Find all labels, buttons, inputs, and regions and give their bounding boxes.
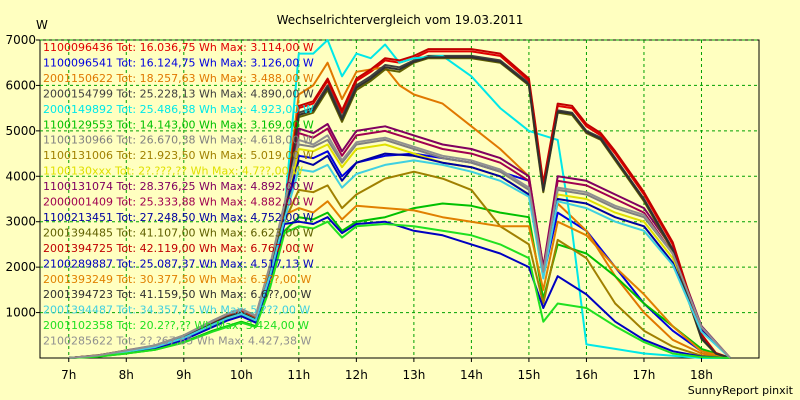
legend-entry: 2001394725 Tot: 42.119,00 Wh Max: 6.767,… <box>43 242 314 255</box>
series-line <box>68 220 731 359</box>
legend-entry: 2000149892 Tot: 25.486,38 Wh Max: 4.923,… <box>43 103 314 116</box>
x-axis-ticks: 7h 8h 9h 10h 11h 12h 13h 14h 15h 16h 17h 18h <box>61 358 713 382</box>
legend-entry: 1100131006 Tot: 21.923,50 Wh Max: 5.019,… <box>43 149 314 162</box>
y-axis-ticks: 1000 2000 3000 4000 5000 6000 7000 <box>5 33 40 320</box>
x-tick-label: 8h <box>119 368 134 382</box>
legend-entry: 2001102358 Tot: 20.2??,?? Wh Max: 3.424,… <box>43 319 309 332</box>
y-tick-label: 1000 <box>5 306 36 320</box>
x-tick-label: 11h <box>287 368 310 382</box>
y-tick-label: 7000 <box>5 33 36 47</box>
y-axis-label: W <box>36 18 48 32</box>
x-tick-label: 18h <box>690 368 713 382</box>
series-line <box>68 216 731 359</box>
y-tick-label: 2000 <box>5 260 36 274</box>
y-tick-label: 5000 <box>5 124 36 138</box>
legend-entry: 1100130966 Tot: 26.670,38 Wh Max: 4.618,… <box>43 134 314 147</box>
series-line <box>68 56 731 359</box>
legend-entry: 1100213451 Tot: 27.248,50 Wh Max: 4.752,… <box>43 211 314 224</box>
legend-entry: 2000001409 Tot: 25.333,88 Wh Max: 4.882,… <box>43 196 314 209</box>
x-tick-label: 14h <box>460 368 483 382</box>
legend-entry: 2001393249 Tot: 30.377,50 Wh Max: 6.3??,… <box>43 273 312 286</box>
x-tick-label: 15h <box>517 368 540 382</box>
legend-entry: 1100130xxx Tot: 2?.???,?? Wh Max: 4.7??,… <box>43 165 303 178</box>
series-line <box>68 48 731 359</box>
grid-lines <box>40 39 759 358</box>
x-tick-label: 7h <box>61 368 76 382</box>
x-tick-label: 13h <box>402 368 425 382</box>
legend-entry: 1100096436 Tot: 16.036,75 Wh Max: 3.114,… <box>43 41 314 54</box>
legend-entry: 2001150622 Tot: 18.257,63 Wh Max: 3.488,… <box>43 72 314 85</box>
x-tick-label: 10h <box>230 368 253 382</box>
x-tick-label: 9h <box>176 368 191 382</box>
x-tick-label: 12h <box>345 368 368 382</box>
chart-title: Wechselrichtervergleich vom 19.03.2011 <box>277 13 524 27</box>
footer-credit: SunnyReport pinxit <box>688 384 794 397</box>
series-line <box>68 134 731 359</box>
y-tick-label: 3000 <box>5 215 36 229</box>
x-tick-label: 16h <box>575 368 598 382</box>
y-tick-label: 4000 <box>5 169 36 183</box>
legend-entry: 2001394723 Tot: 41.159,50 Wh Max: 6.6??,… <box>43 288 312 301</box>
legend-entry: 1100131074 Tot: 28.376,25 Wh Max: 4.892,… <box>43 180 314 193</box>
legend-entry: 1100129553 Tot: 14.143,00 Wh Max: 3.169,… <box>43 118 314 131</box>
series-line <box>68 159 731 359</box>
legend: 1100096436 Tot: 16.036,75 Wh Max: 3.114,… <box>43 41 314 348</box>
series-lines <box>68 39 731 359</box>
y-tick-label: 6000 <box>5 78 36 92</box>
legend-entry: 2100285622 Tot: 2?.?67,65 Wh Max: 4.427,… <box>43 335 312 348</box>
legend-entry: 2100289887 Tot: 25.087,37 Wh Max: 4.517,… <box>43 257 314 270</box>
legend-entry: 1100096541 Tot: 16.124,75 Wh Max: 3.126,… <box>43 56 314 69</box>
x-tick-label: 17h <box>633 368 656 382</box>
legend-entry: 2001394487 Tot: 34.357,75 Wh Max: 5.???,… <box>43 304 310 317</box>
legend-entry: 2001394485 Tot: 41.107,00 Wh Max: 6.623,… <box>43 226 314 239</box>
legend-entry: 2000154799 Tot: 25.228,13 Wh Max: 4.890,… <box>43 87 314 100</box>
